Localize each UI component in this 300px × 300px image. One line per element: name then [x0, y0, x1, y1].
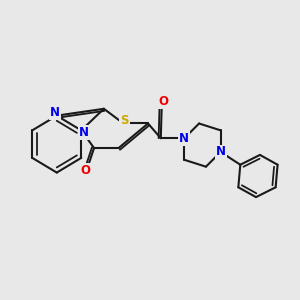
Text: O: O: [80, 164, 90, 177]
Text: N: N: [50, 106, 60, 119]
Text: N: N: [79, 126, 89, 139]
Text: S: S: [120, 114, 129, 127]
Text: O: O: [159, 95, 169, 108]
Text: N: N: [216, 146, 226, 158]
Text: N: N: [179, 132, 189, 145]
